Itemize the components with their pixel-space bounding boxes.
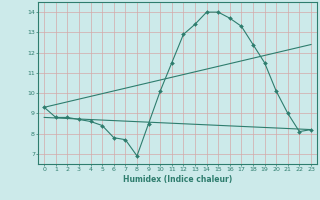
X-axis label: Humidex (Indice chaleur): Humidex (Indice chaleur) <box>123 175 232 184</box>
